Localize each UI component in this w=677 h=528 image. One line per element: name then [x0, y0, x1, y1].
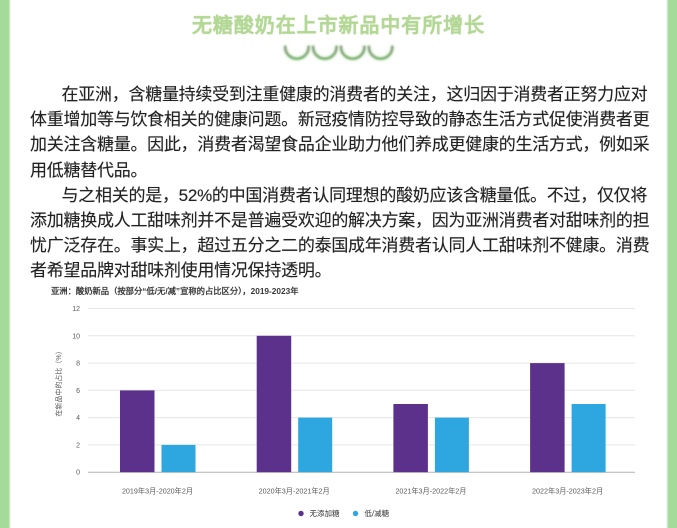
svg-text:无添加糖: 无添加糖: [310, 508, 340, 518]
svg-text:10: 10: [72, 333, 80, 340]
svg-text:2022年3月-2023年2月: 2022年3月-2023年2月: [532, 487, 603, 496]
svg-text:4: 4: [76, 415, 80, 422]
svg-text:2021年3月-2022年2月: 2021年3月-2022年2月: [395, 487, 466, 496]
svg-text:2020年3月-2021年2月: 2020年3月-2021年2月: [259, 487, 330, 496]
svg-text:12: 12: [72, 306, 80, 313]
svg-text:在新品中的占比（%）: 在新品中的占比（%）: [54, 347, 63, 416]
svg-text:0: 0: [76, 470, 80, 477]
svg-text:低/减糖: 低/减糖: [365, 508, 390, 518]
svg-text:6: 6: [76, 388, 80, 395]
svg-text:8: 8: [76, 361, 80, 368]
svg-text:2019年3月-2020年2月: 2019年3月-2020年2月: [122, 487, 193, 496]
svg-text:2: 2: [76, 442, 80, 449]
